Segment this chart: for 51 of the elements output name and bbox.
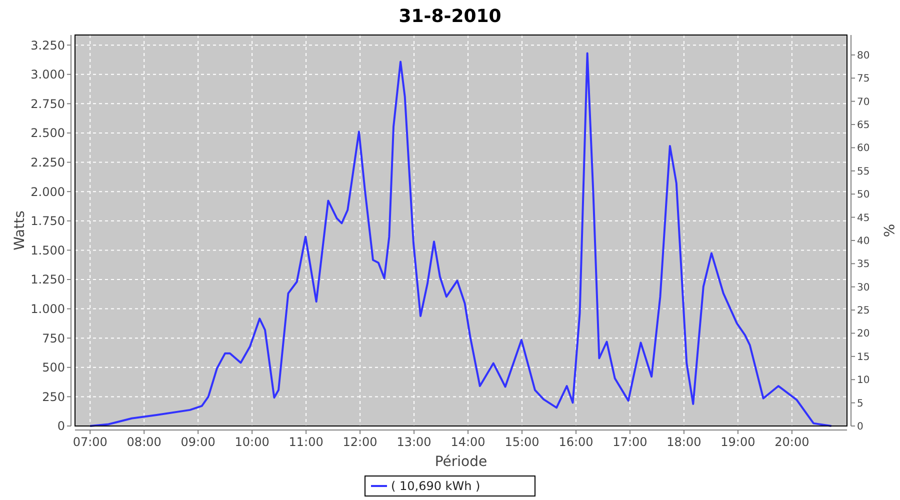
x-axis-title: Période <box>434 454 488 470</box>
x-tick-label: 07:00 <box>72 435 108 449</box>
y-tick-label: 3.250 <box>30 38 65 52</box>
y-tick-label: 2.250 <box>30 155 65 170</box>
y2-tick-label: 65 <box>857 120 870 132</box>
x-tick-label: 16:00 <box>558 435 594 449</box>
y2-tick-label: 50 <box>857 190 870 201</box>
y-tick-label: 750 <box>42 331 65 346</box>
y2-tick-label: 35 <box>857 259 870 270</box>
y2-axis-title: % <box>880 224 896 238</box>
x-tick-label: 17:00 <box>612 435 648 449</box>
y2-tick-label: 55 <box>857 166 870 178</box>
y2-tick-label: 25 <box>857 306 870 317</box>
y2-tick-label: 70 <box>857 96 870 108</box>
y-tick-label: 250 <box>42 390 65 404</box>
chart-title: 31-8-2010 <box>398 6 502 27</box>
y-axis-title: Watts <box>12 210 28 250</box>
x-tick-label: 19:00 <box>720 435 756 449</box>
x-tick-label: 09:00 <box>180 435 216 449</box>
y-tick-label: 1.250 <box>30 272 65 287</box>
y2-tick-label: 40 <box>857 236 870 247</box>
y-tick-label: 3.000 <box>30 68 65 82</box>
x-tick-label: 08:00 <box>126 435 162 449</box>
y-tick-label: 0 <box>57 419 65 434</box>
x-tick-label: 18:00 <box>666 435 702 449</box>
line-series <box>89 52 832 427</box>
y2-tick-label: 20 <box>857 328 870 340</box>
x-tick-label: 11:00 <box>288 435 324 449</box>
y2-tick-label: 0 <box>857 422 864 432</box>
y2-tick-label: 30 <box>857 282 870 294</box>
y-tick-label: 2.750 <box>30 96 65 111</box>
x-tick-label: 15:00 <box>504 435 540 449</box>
y2-tick-label: 60 <box>857 143 870 154</box>
y-tick-label: 1.000 <box>30 302 65 316</box>
x-tick-label: 20:00 <box>774 435 810 449</box>
y2-tick-label: 15 <box>857 352 870 363</box>
y-tick-label: 2.500 <box>30 126 65 140</box>
x-tick-label: 13:00 <box>396 435 432 449</box>
legend-label: ( 10,690 kWh ) <box>391 479 480 494</box>
x-tick-label: 12:00 <box>342 435 378 449</box>
y-tick-label: 2.000 <box>30 184 65 199</box>
x-tick-label: 10:00 <box>234 435 270 449</box>
y-tick-label: 1.500 <box>30 243 65 258</box>
y-tick-label: 500 <box>42 360 65 375</box>
y2-tick-label: 45 <box>857 212 870 224</box>
y-tick-label: 1.750 <box>30 214 65 228</box>
y2-tick-label: 10 <box>857 375 870 386</box>
y2-tick-label: 75 <box>857 74 870 85</box>
y2-tick-label: 5 <box>857 398 864 410</box>
x-tick-label: 14:00 <box>450 435 486 449</box>
y2-tick-label: 80 <box>857 50 870 62</box>
